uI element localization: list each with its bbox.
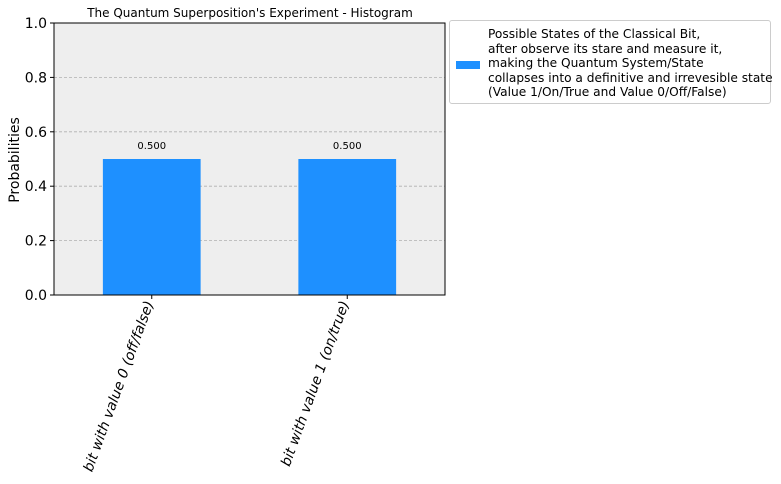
legend-entry-label: Possible States of the Classical Bit, af… (488, 27, 773, 100)
bar-value-label: 0.500 (137, 141, 166, 152)
x-tick-label: bit with value 1 (on/true) (278, 299, 353, 469)
x-tick-labels: bit with value 0 (off/false) bit with val… (81, 299, 353, 474)
bar (298, 159, 397, 295)
plot-frame (53, 22, 446, 296)
y-tick-label: 0.8 (25, 70, 47, 86)
data-labels: 0.500 0.500 (137, 141, 361, 152)
axes (50, 22, 446, 299)
y-tick-label: 0.6 (25, 125, 47, 141)
bar (102, 159, 201, 295)
y-tick-label: 0.2 (25, 234, 47, 250)
y-tick-labels: 0.0 0.2 0.4 0.6 0.8 1.0 (25, 16, 47, 304)
legend: Possible States of the Classical Bit, af… (449, 20, 773, 104)
bar-value-label: 0.500 (333, 141, 362, 152)
bars (102, 159, 397, 295)
y-tick-label: 1.0 (25, 16, 47, 32)
legend-swatch (456, 61, 480, 69)
y-tick-label: 0.4 (25, 179, 47, 195)
y-tick-label: 0.0 (25, 288, 47, 304)
y-axis-label: Probabilities (7, 117, 23, 203)
chart-title: The Quantum Superposition's Experiment -… (86, 6, 413, 20)
x-tick-label: bit with value 0 (off/false) (81, 299, 158, 474)
